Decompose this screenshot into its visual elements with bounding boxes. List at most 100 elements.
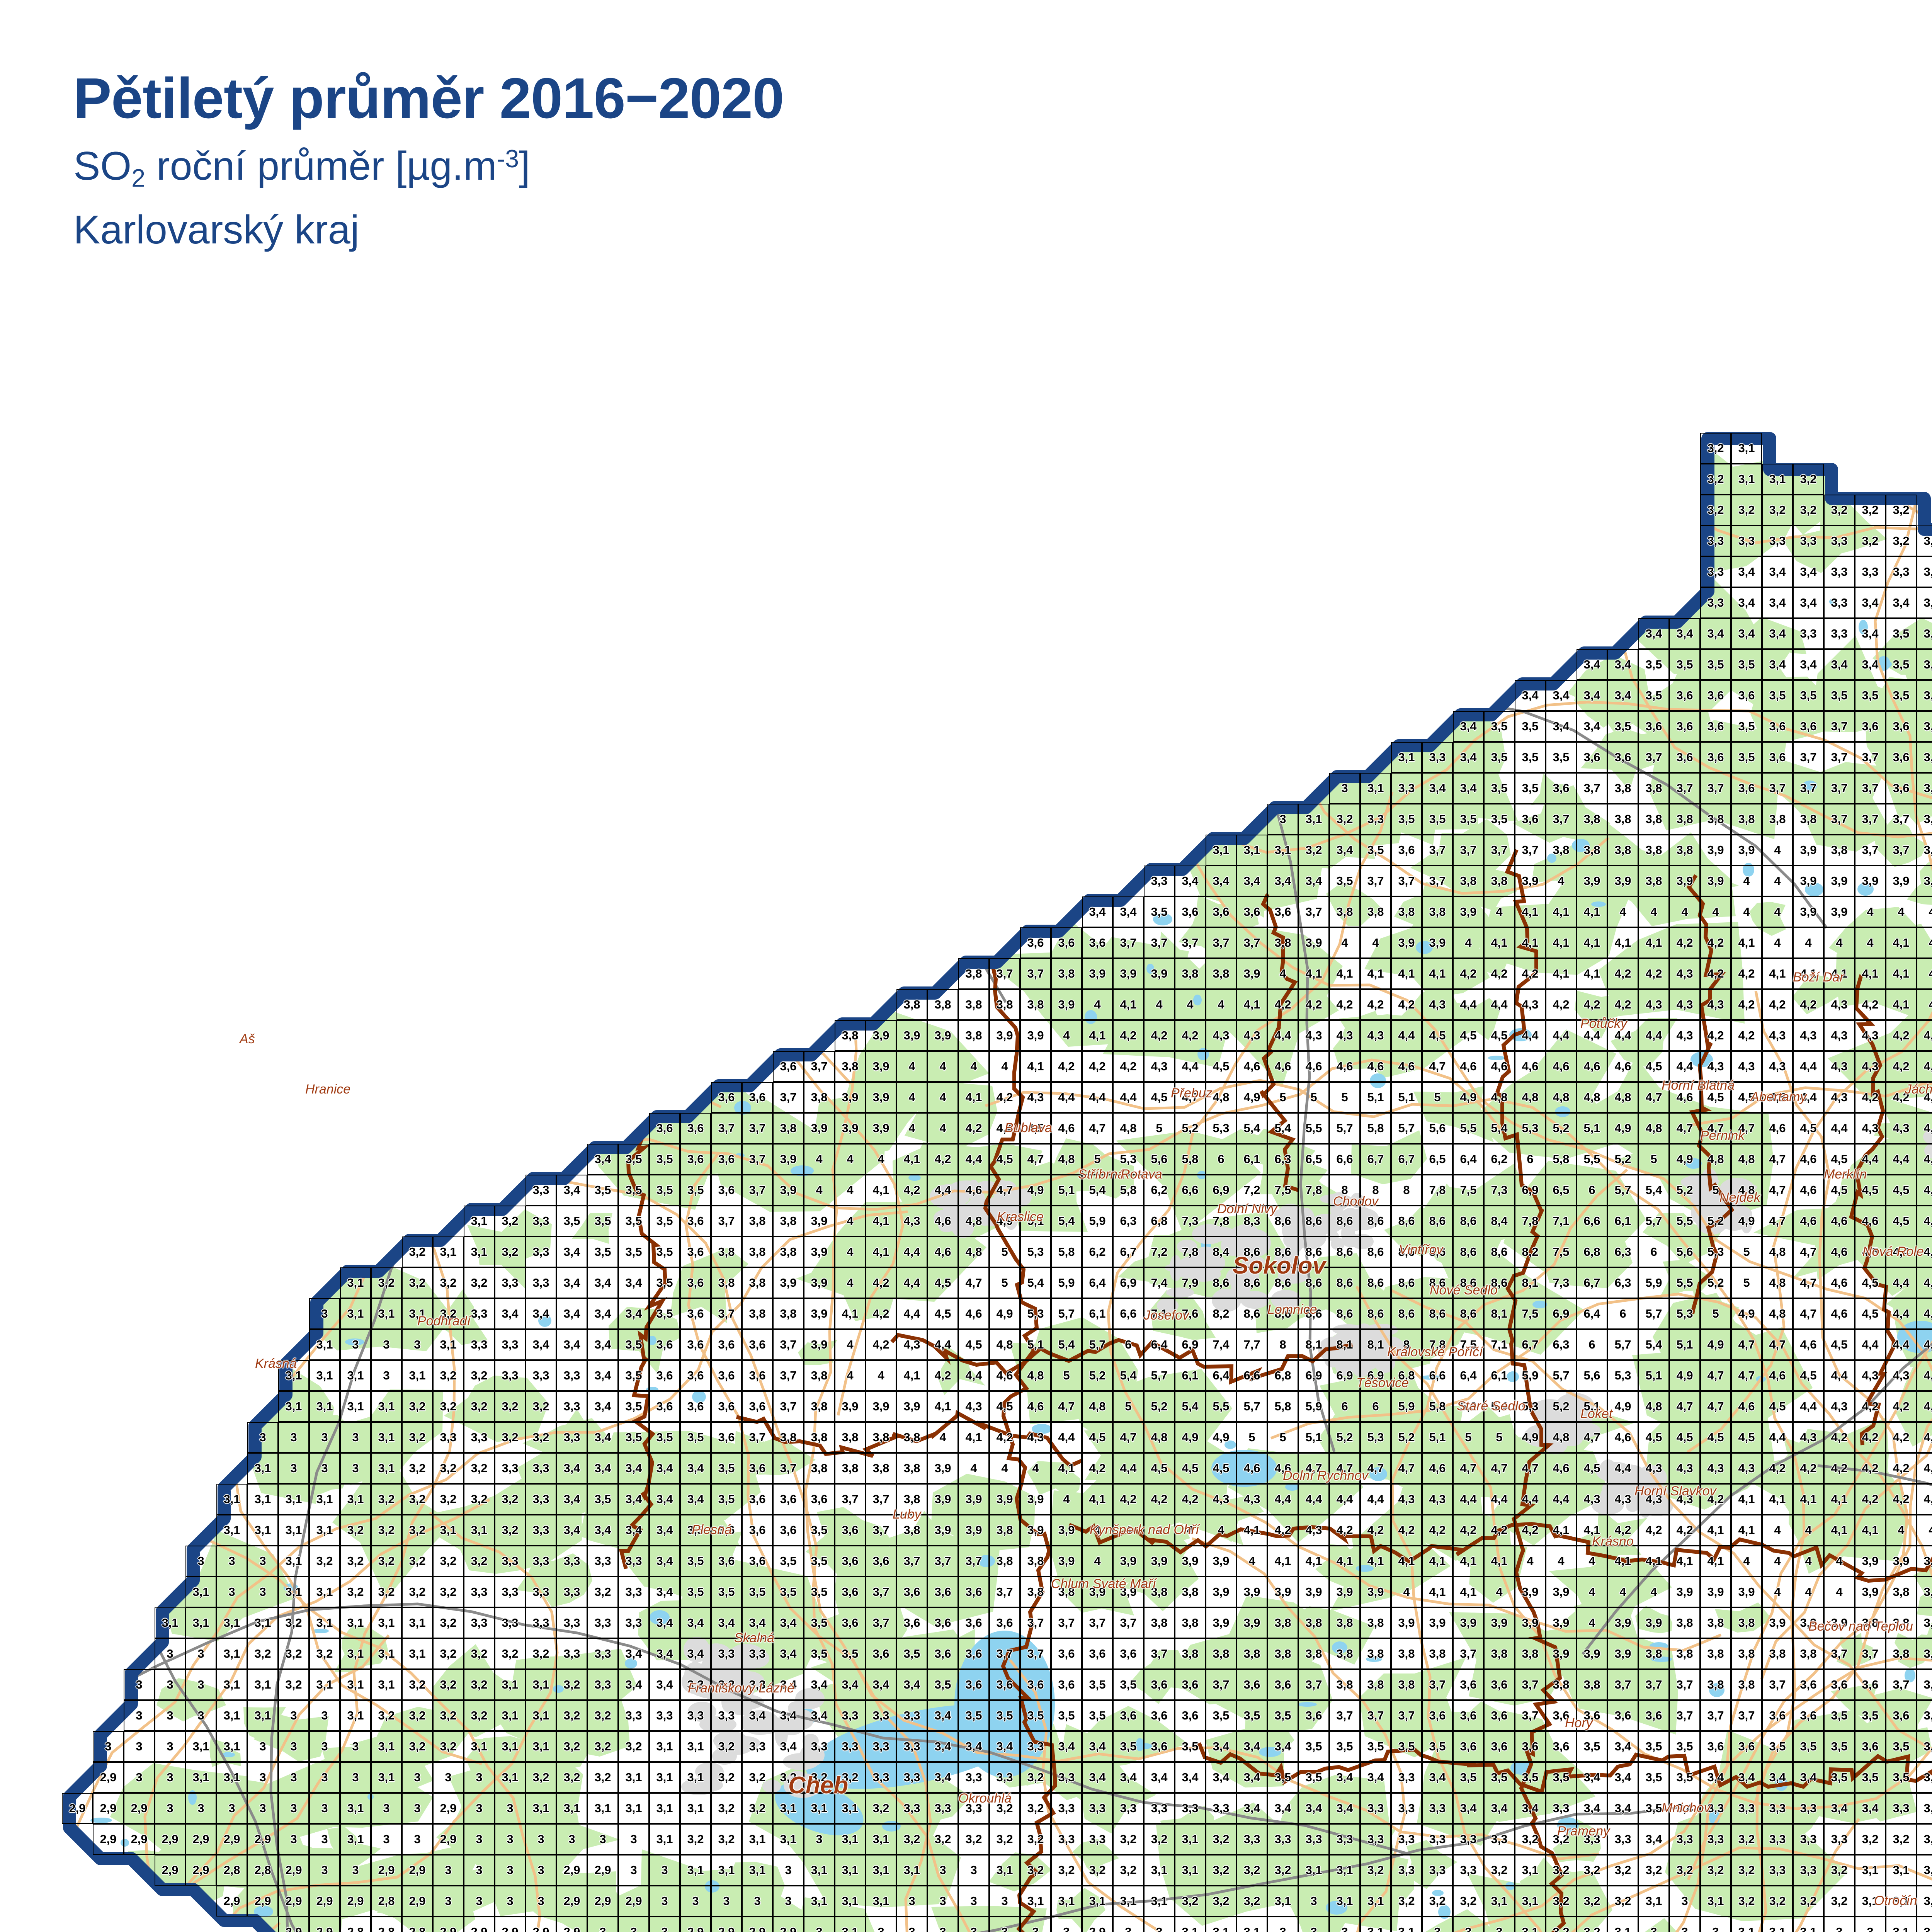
grid-cell[interactable]: 3,8 <box>1453 866 1484 896</box>
grid-cell[interactable]: 4,3 <box>1700 1453 1731 1484</box>
grid-cell[interactable]: 4,1 <box>958 1082 989 1113</box>
grid-cell[interactable]: 4,1 <box>896 1144 927 1175</box>
grid-cell[interactable]: 5,1 <box>1391 1082 1422 1113</box>
grid-cell[interactable]: 4,4 <box>1329 1484 1360 1515</box>
grid-cell[interactable]: 3,4 <box>1731 587 1762 618</box>
grid-cell[interactable]: 4,6 <box>1546 1051 1577 1082</box>
grid-cell[interactable]: 3,9 <box>1669 866 1700 896</box>
grid-cell[interactable]: 4,6 <box>1824 1236 1855 1267</box>
grid-cell[interactable]: 8,6 <box>1422 1236 1453 1267</box>
grid-cell[interactable]: 3,2 <box>1793 464 1824 495</box>
grid-cell[interactable]: 3,7 <box>1762 773 1793 804</box>
grid-cell[interactable]: 3,9 <box>804 1236 835 1267</box>
grid-cell[interactable]: 3,1 <box>247 1453 278 1484</box>
grid-cell[interactable]: 3,8 <box>804 1422 835 1453</box>
grid-cell[interactable]: 3,2 <box>495 1206 526 1236</box>
grid-cell[interactable]: 5,3 <box>1206 1113 1236 1144</box>
grid-cell[interactable]: 5,7 <box>1082 1329 1113 1360</box>
grid-cell[interactable]: 3,2 <box>433 1484 464 1515</box>
grid-cell[interactable]: 3,7 <box>773 1082 804 1113</box>
grid-cell[interactable]: 3,2 <box>371 1515 402 1546</box>
grid-cell[interactable]: 3,7 <box>866 1515 896 1546</box>
grid-cell[interactable]: 3,7 <box>1484 835 1515 866</box>
grid-cell[interactable]: 3,8 <box>773 1113 804 1144</box>
grid-cell[interactable]: 3,4 <box>649 1484 680 1515</box>
grid-cell[interactable]: 4,1 <box>1546 927 1577 958</box>
grid-cell[interactable]: 3,5 <box>556 1206 587 1236</box>
grid-cell[interactable]: 3,1 <box>371 1298 402 1329</box>
grid-cell[interactable]: 3,7 <box>1144 927 1175 958</box>
grid-cell[interactable]: 4,7 <box>1731 1113 1762 1144</box>
grid-cell[interactable]: 3,4 <box>1453 742 1484 773</box>
grid-cell[interactable]: 6,9 <box>1515 1175 1546 1206</box>
grid-cell[interactable]: 3,5 <box>1515 711 1546 742</box>
grid-cell[interactable]: 5,6 <box>1669 1236 1700 1267</box>
grid-cell[interactable]: 3,9 <box>1020 1484 1051 1515</box>
grid-cell[interactable]: 7,8 <box>1206 1206 1236 1236</box>
grid-cell[interactable]: 3,9 <box>835 1113 866 1144</box>
grid-cell[interactable]: 8,6 <box>1267 1206 1298 1236</box>
grid-cell[interactable]: 4 <box>835 1144 866 1175</box>
grid-cell[interactable]: 3,7 <box>742 1113 773 1144</box>
grid-cell[interactable]: 3,4 <box>1082 896 1113 927</box>
grid-cell[interactable]: 6,6 <box>1236 1360 1267 1391</box>
grid-cell[interactable]: 3,6 <box>1855 711 1886 742</box>
grid-cell[interactable]: 3 <box>278 1422 309 1453</box>
grid-cell[interactable]: 3,5 <box>1546 742 1577 773</box>
grid-cell[interactable]: 3,6 <box>742 1546 773 1577</box>
grid-cell[interactable]: 3,9 <box>866 1051 896 1082</box>
grid-cell[interactable]: 4,5 <box>1206 1453 1236 1484</box>
grid-cell[interactable]: 4,4 <box>1886 1144 1917 1175</box>
grid-cell[interactable]: 3,4 <box>1669 618 1700 649</box>
grid-cell[interactable]: 5,7 <box>1144 1360 1175 1391</box>
grid-cell[interactable]: 3,3 <box>1855 556 1886 587</box>
grid-cell[interactable]: 4 <box>1175 1515 1206 1546</box>
grid-cell[interactable]: 3,8 <box>927 989 958 1020</box>
grid-cell[interactable]: 3 <box>402 1329 433 1360</box>
grid-cell[interactable]: 8,6 <box>1360 1267 1391 1298</box>
grid-cell[interactable]: 3 <box>371 1329 402 1360</box>
grid-cell[interactable]: 3,2 <box>433 1267 464 1298</box>
grid-cell[interactable]: 6,9 <box>1113 1267 1144 1298</box>
grid-cell[interactable]: 5,2 <box>1391 1422 1422 1453</box>
grid-cell[interactable]: 5 <box>1267 1082 1298 1113</box>
grid-cell[interactable]: 3,6 <box>649 1360 680 1391</box>
grid-cell[interactable]: 8,6 <box>1329 1267 1360 1298</box>
grid-cell[interactable]: 5,4 <box>1484 1113 1515 1144</box>
grid-cell[interactable]: 4,4 <box>1607 1020 1638 1051</box>
grid-cell[interactable]: 3,6 <box>711 1360 742 1391</box>
grid-cell[interactable]: 3,7 <box>1546 804 1577 835</box>
grid-cell[interactable]: 3,8 <box>958 958 989 989</box>
grid-cell[interactable]: 4,7 <box>1391 1453 1422 1484</box>
grid-cell[interactable]: 4,1 <box>1731 927 1762 958</box>
grid-cell[interactable]: 3,3 <box>587 1546 618 1577</box>
grid-cell[interactable]: 5,3 <box>1020 1298 1051 1329</box>
grid-cell[interactable]: 6,6 <box>1329 1144 1360 1175</box>
grid-cell[interactable]: 8,4 <box>1484 1206 1515 1236</box>
grid-cell[interactable]: 3,5 <box>649 1298 680 1329</box>
grid-cell[interactable]: 3,1 <box>278 1484 309 1515</box>
grid-cell[interactable]: 4,4 <box>927 1175 958 1206</box>
grid-cell[interactable]: 4,7 <box>1298 1453 1329 1484</box>
grid-cell[interactable]: 3,9 <box>958 1484 989 1515</box>
grid-cell[interactable]: 3,1 <box>1267 835 1298 866</box>
grid-cell[interactable]: 3,2 <box>464 1453 495 1484</box>
grid-cell[interactable]: 4,2 <box>927 1144 958 1175</box>
grid-cell[interactable]: 4,2 <box>1793 989 1824 1020</box>
grid-cell[interactable]: 6,9 <box>1329 1360 1360 1391</box>
grid-cell[interactable]: 3,7 <box>742 1175 773 1206</box>
grid-cell[interactable]: 8,1 <box>1360 1329 1391 1360</box>
grid-cell[interactable]: 4,4 <box>1267 1020 1298 1051</box>
grid-cell[interactable]: 3,9 <box>1422 927 1453 958</box>
grid-cell[interactable]: 5,4 <box>1484 1391 1515 1422</box>
grid-cell[interactable]: 4,1 <box>1855 958 1886 989</box>
grid-cell[interactable]: 3,4 <box>1329 835 1360 866</box>
grid-cell[interactable]: 3,7 <box>804 1051 835 1082</box>
grid-cell[interactable]: 3,8 <box>1917 835 1932 866</box>
grid-cell[interactable]: 4,8 <box>1206 1082 1236 1113</box>
grid-cell[interactable]: 4,6 <box>1422 1453 1453 1484</box>
grid-cell[interactable]: 4,6 <box>1236 1051 1267 1082</box>
grid-cell[interactable]: 3,3 <box>464 1329 495 1360</box>
grid-cell[interactable]: 3,9 <box>896 1391 927 1422</box>
grid-cell[interactable]: 8,6 <box>1422 1206 1453 1236</box>
